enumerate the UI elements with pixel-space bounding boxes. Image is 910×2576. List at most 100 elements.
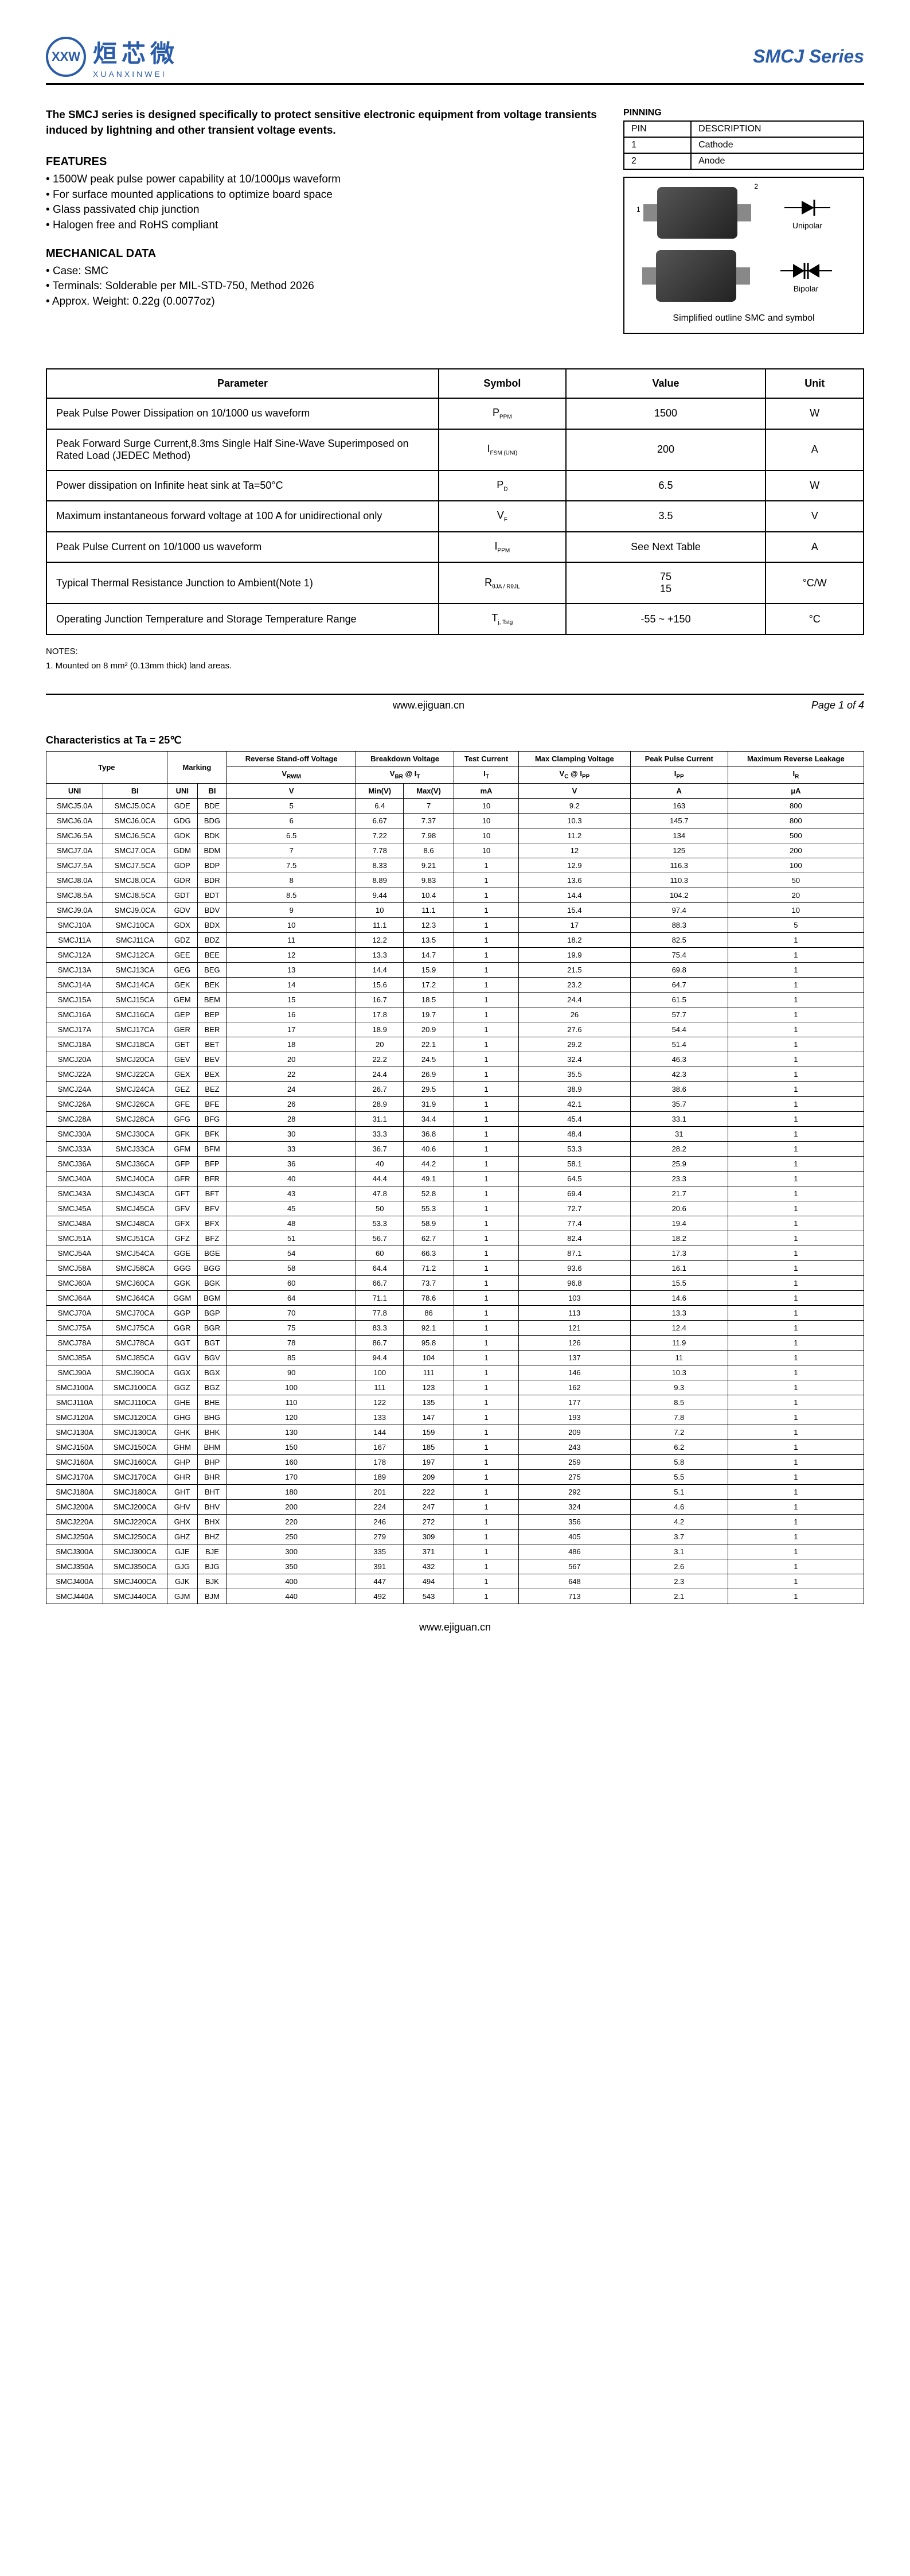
char-row: SMCJ30ASMCJ30CAGFKBFK3033.336.8148.4311 bbox=[46, 1126, 864, 1141]
char-unit: BI bbox=[103, 783, 167, 798]
characteristics-title: Characteristics at Ta = 25℃ bbox=[46, 734, 864, 746]
char-row: SMCJ51ASMCJ51CAGFZBFZ5156.762.7182.418.2… bbox=[46, 1231, 864, 1246]
char-row: SMCJ60ASMCJ60CAGGKBGK6066.773.7196.815.5… bbox=[46, 1275, 864, 1290]
char-row: SMCJ5.0ASMCJ5.0CAGDEBDE56.47109.2163800 bbox=[46, 798, 864, 813]
char-row: SMCJ22ASMCJ22CAGEXBEX2224.426.9135.542.3… bbox=[46, 1067, 864, 1081]
param-header: Unit bbox=[766, 369, 864, 398]
outline-box: 1 2 Unipolar Bipolar Simplified outli bbox=[623, 177, 864, 334]
page-number: Page 1 of 4 bbox=[811, 699, 864, 711]
footer-url: www.ejiguan.cn bbox=[393, 699, 464, 711]
logo: XXW 烜芯微 XUANXINWEI bbox=[46, 34, 179, 79]
param-row: Operating Junction Temperature and Stora… bbox=[46, 604, 864, 635]
char-row: SMCJ110ASMCJ110CAGHEBHE11012213511778.51 bbox=[46, 1395, 864, 1410]
description: The SMCJ series is designed specifically… bbox=[46, 108, 600, 138]
char-row: SMCJ8.0ASMCJ8.0CAGDRBDR88.899.83113.6110… bbox=[46, 873, 864, 888]
char-unit: A bbox=[630, 783, 728, 798]
pin-cell: 2 bbox=[624, 153, 691, 169]
char-header: Type bbox=[46, 751, 167, 783]
char-row: SMCJ54ASMCJ54CAGGEBGE546066.3187.117.31 bbox=[46, 1246, 864, 1260]
mech-item: Approx. Weight: 0.22g (0.0077oz) bbox=[46, 294, 600, 310]
char-row: SMCJ11ASMCJ11CAGDZBDZ1112.213.5118.282.5… bbox=[46, 932, 864, 947]
logo-chinese: 烜芯微 bbox=[93, 34, 179, 69]
char-row: SMCJ90ASMCJ90CAGGXBGX90100111114610.31 bbox=[46, 1365, 864, 1380]
char-row: SMCJ45ASMCJ45CAGFVBFV455055.3172.720.61 bbox=[46, 1201, 864, 1216]
char-row: SMCJ400ASMCJ400CAGJKBJK40044749416482.31 bbox=[46, 1574, 864, 1589]
char-row: SMCJ28ASMCJ28CAGFGBFG2831.134.4145.433.1… bbox=[46, 1111, 864, 1126]
unipolar-symbol: Unipolar bbox=[784, 196, 830, 230]
char-subheader: IR bbox=[728, 766, 864, 783]
char-row: SMCJ75ASMCJ75CAGGRBGR7583.392.1112112.41 bbox=[46, 1320, 864, 1335]
char-row: SMCJ13ASMCJ13CAGEGBEG1314.415.9121.569.8… bbox=[46, 962, 864, 977]
char-unit: UNI bbox=[167, 783, 197, 798]
char-row: SMCJ6.5ASMCJ6.5CAGDKBDK6.57.227.981011.2… bbox=[46, 828, 864, 843]
parameter-table: Parameter Symbol Value Unit Peak Pulse P… bbox=[46, 368, 864, 635]
char-header: Test Current bbox=[454, 751, 518, 766]
logo-icon: XXW bbox=[46, 37, 86, 77]
char-row: SMCJ8.5ASMCJ8.5CAGDTBDT8.59.4410.4114.41… bbox=[46, 888, 864, 902]
char-row: SMCJ58ASMCJ58CAGGGBGG5864.471.2193.616.1… bbox=[46, 1260, 864, 1275]
char-unit: UNI bbox=[46, 783, 103, 798]
char-row: SMCJ20ASMCJ20CAGEVBEV2022.224.5132.446.3… bbox=[46, 1052, 864, 1067]
param-header: Parameter bbox=[46, 369, 439, 398]
char-row: SMCJ150ASMCJ150CAGHMBHM15016718512436.21 bbox=[46, 1439, 864, 1454]
char-row: SMCJ250ASMCJ250CAGHZBHZ25027930914053.71 bbox=[46, 1529, 864, 1544]
char-subheader: VRWM bbox=[227, 766, 356, 783]
char-row: SMCJ26ASMCJ26CAGFEBFE2628.931.9142.135.7… bbox=[46, 1096, 864, 1111]
outline-caption: Simplified outline SMC and symbol bbox=[634, 313, 854, 324]
char-row: SMCJ24ASMCJ24CAGEZBEZ2426.729.5138.938.6… bbox=[46, 1081, 864, 1096]
features-heading: FEATURES bbox=[46, 155, 600, 169]
logo-english: XUANXINWEI bbox=[93, 69, 179, 79]
char-subheader: IPP bbox=[630, 766, 728, 783]
char-unit: V bbox=[519, 783, 631, 798]
char-row: SMCJ10ASMCJ10CAGDXBDX1011.112.311788.35 bbox=[46, 917, 864, 932]
char-row: SMCJ100ASMCJ100CAGGZBGZ10011112311629.31 bbox=[46, 1380, 864, 1395]
char-unit: BI bbox=[197, 783, 226, 798]
char-header: Reverse Stand-off Voltage bbox=[227, 751, 356, 766]
footer-url-2: www.ejiguan.cn bbox=[46, 1621, 864, 1633]
characteristics-table: Type Marking Reverse Stand-off Voltage B… bbox=[46, 751, 864, 1604]
features-list: 1500W peak pulse power capability at 10/… bbox=[46, 172, 600, 233]
char-row: SMCJ350ASMCJ350CAGJGBJG35039143215672.61 bbox=[46, 1559, 864, 1574]
pin-cell: Cathode bbox=[691, 137, 864, 153]
char-row: SMCJ43ASMCJ43CAGFTBFT4347.852.8169.421.7… bbox=[46, 1186, 864, 1201]
notes-heading: NOTES: bbox=[46, 647, 864, 656]
char-row: SMCJ64ASMCJ64CAGGMBGM6471.178.6110314.61 bbox=[46, 1290, 864, 1305]
char-row: SMCJ130ASMCJ130CAGHKBHK13014415912097.21 bbox=[46, 1425, 864, 1439]
param-header: Value bbox=[566, 369, 766, 398]
char-row: SMCJ12ASMCJ12CAGEEBEE1213.314.7119.975.4… bbox=[46, 947, 864, 962]
char-header: Maximum Reverse Leakage bbox=[728, 751, 864, 766]
char-row: SMCJ16ASMCJ16CAGEPBEP1617.819.712657.71 bbox=[46, 1007, 864, 1022]
param-row: Peak Forward Surge Current,8.3ms Single … bbox=[46, 429, 864, 470]
char-unit: μA bbox=[728, 783, 864, 798]
char-row: SMCJ440ASMCJ440CAGJMBJM44049254317132.11 bbox=[46, 1589, 864, 1604]
pinning-table: PINDESCRIPTION 1Cathode 2Anode bbox=[623, 120, 864, 170]
char-row: SMCJ170ASMCJ170CAGHRBHR17018920912755.51 bbox=[46, 1469, 864, 1484]
param-row: Power dissipation on Infinite heat sink … bbox=[46, 470, 864, 501]
char-row: SMCJ48ASMCJ48CAGFXBFX4853.358.9177.419.4… bbox=[46, 1216, 864, 1231]
char-subheader: VBR @ IT bbox=[356, 766, 454, 783]
char-subheader: IT bbox=[454, 766, 518, 783]
char-row: SMCJ33ASMCJ33CAGFMBFM3336.740.6153.328.2… bbox=[46, 1141, 864, 1156]
param-header: Symbol bbox=[439, 369, 566, 398]
char-row: SMCJ36ASMCJ36CAGFPBFP364044.2158.125.91 bbox=[46, 1156, 864, 1171]
char-unit: Min(V) bbox=[356, 783, 404, 798]
char-header: Max Clamping Voltage bbox=[519, 751, 631, 766]
char-subheader: VC @ IPP bbox=[519, 766, 631, 783]
param-row: Peak Pulse Power Dissipation on 10/1000 … bbox=[46, 398, 864, 429]
char-row: SMCJ180ASMCJ180CAGHTBHT18020122212925.11 bbox=[46, 1484, 864, 1499]
package-icon bbox=[657, 187, 737, 239]
page-footer: www.ejiguan.cn Page 1 of 4 bbox=[46, 694, 864, 711]
char-header: Marking bbox=[167, 751, 226, 783]
char-row: SMCJ14ASMCJ14CAGEKBEK1415.617.2123.264.7… bbox=[46, 977, 864, 992]
char-row: SMCJ9.0ASMCJ9.0CAGDVBDV91011.1115.497.41… bbox=[46, 902, 864, 917]
char-row: SMCJ120ASMCJ120CAGHGBHG12013314711937.81 bbox=[46, 1410, 864, 1425]
char-row: SMCJ15ASMCJ15CAGEMBEM1516.718.5124.461.5… bbox=[46, 992, 864, 1007]
char-unit: Max(V) bbox=[404, 783, 454, 798]
pin-cell: Anode bbox=[691, 153, 864, 169]
char-row: SMCJ85ASMCJ85CAGGVBGV8594.41041137111 bbox=[46, 1350, 864, 1365]
series-title: SMCJ Series bbox=[753, 46, 864, 67]
feature-item: 1500W peak pulse power capability at 10/… bbox=[46, 172, 600, 188]
char-header: Breakdown Voltage bbox=[356, 751, 454, 766]
param-row: Peak Pulse Current on 10/1000 us wavefor… bbox=[46, 532, 864, 563]
char-row: SMCJ17ASMCJ17CAGERBER1718.920.9127.654.4… bbox=[46, 1022, 864, 1037]
